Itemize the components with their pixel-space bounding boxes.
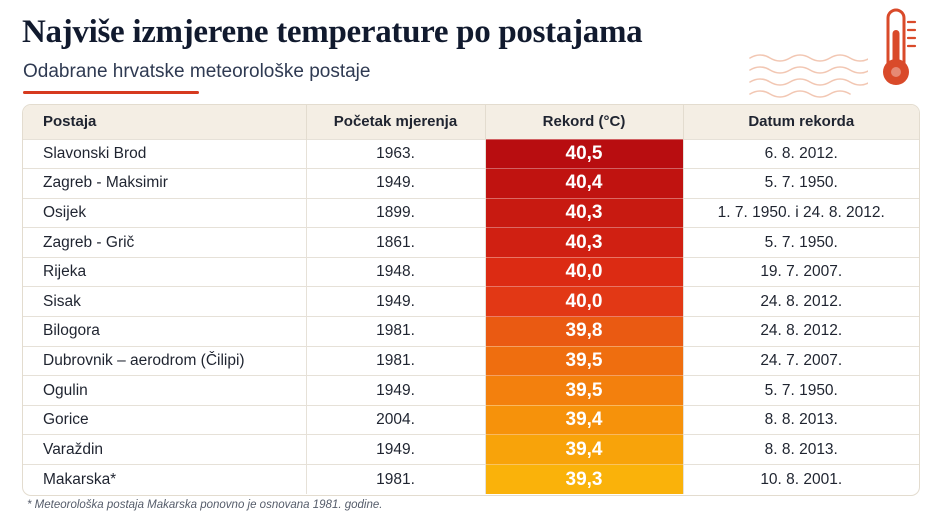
title-accent-line <box>23 91 199 94</box>
record-date-cell: 5. 7. 1950. <box>683 227 919 258</box>
record-date-cell: 8. 8. 2013. <box>683 404 919 435</box>
column-header-start: Početak mjerenja <box>306 105 486 139</box>
column-header-station: Postaja <box>23 105 307 139</box>
table-row: Varaždin 1949. 39,4 8. 8. 2013. <box>23 434 919 465</box>
table-row: Sisak 1949. 40,0 24. 8. 2012. <box>23 286 919 317</box>
record-cell: 39,3 <box>485 464 684 495</box>
record-cell: 40,5 <box>485 138 684 169</box>
start-year-cell: 1963. <box>306 138 486 169</box>
table-row: Zagreb - Grič 1861. 40,3 5. 7. 1950. <box>23 227 919 258</box>
table-row: Rijeka 1948. 40,0 19. 7. 2007. <box>23 256 919 287</box>
record-cell: 39,8 <box>485 316 684 347</box>
column-header-date: Datum rekorda <box>748 113 855 131</box>
start-year-cell: 1948. <box>306 256 486 287</box>
record-date-cell: 19. 7. 2007. <box>683 256 919 287</box>
page-title: Najviše izmjerene temperature po postaja… <box>22 14 643 50</box>
table-row: Zagreb - Maksimir 1949. 40,4 5. 7. 1950. <box>23 168 919 199</box>
record-date-cell: 5. 7. 1950. <box>683 375 919 406</box>
record-date-cell: 8. 8. 2013. <box>683 434 919 465</box>
record-date-cell: 1. 7. 1950. i 24. 8. 2012. <box>683 197 919 228</box>
start-year-cell: 1949. <box>306 286 486 317</box>
start-year-cell: 1861. <box>306 227 486 258</box>
record-cell: 40,4 <box>485 168 684 199</box>
record-date-cell: 5. 7. 1950. <box>683 168 919 199</box>
station-cell: Zagreb - Grič <box>23 227 307 258</box>
table-row: Dubrovnik – aerodrom (Čilipi) 1981. 39,5 24… <box>23 345 919 376</box>
start-year-cell: 1949. <box>306 375 486 406</box>
record-date-cell: 24. 8. 2012. <box>683 316 919 347</box>
station-cell: Makarska* <box>23 464 307 495</box>
record-date-cell: 10. 8. 2001. <box>683 464 919 495</box>
table-row: Gorice 2004. 39,4 8. 8. 2013. <box>23 404 919 435</box>
station-cell: Dubrovnik – aerodrom (Čilipi) <box>23 345 307 376</box>
start-year-cell: 1981. <box>306 345 486 376</box>
start-year-cell: 1949. <box>306 434 486 465</box>
start-year-cell: 1981. <box>306 316 486 347</box>
station-cell: Sisak <box>23 286 307 317</box>
column-header-record: Rekord (°C) <box>485 105 684 139</box>
record-cell: 40,3 <box>485 197 684 228</box>
table-row: Slavonski Brod 1963. 40,5 6. 8. 2012. <box>23 138 919 169</box>
station-cell: Slavonski Brod <box>23 138 307 169</box>
record-cell: 39,4 <box>485 404 684 435</box>
record-date-cell: 24. 7. 2007. <box>683 345 919 376</box>
table-row: Ogulin 1949. 39,5 5. 7. 1950. <box>23 375 919 406</box>
table-row: Makarska* 1981. 39,3 10. 8. 2001. <box>23 464 919 495</box>
start-year-cell: 1981. <box>306 464 486 495</box>
record-date-cell: 24. 8. 2012. <box>683 286 919 317</box>
station-cell: Ogulin <box>23 375 307 406</box>
table-row: Osijek 1899. 40,3 1. 7. 1950. i 24. 8. 2012… <box>23 197 919 228</box>
record-cell: 39,4 <box>485 434 684 465</box>
table-body: Slavonski Brod 1963. 40,5 6. 8. 2012. Zagreb… <box>23 138 919 495</box>
station-cell: Rijeka <box>23 256 307 287</box>
record-cell: 39,5 <box>485 375 684 406</box>
start-year-cell: 1899. <box>306 197 486 228</box>
station-cell: Zagreb - Maksimir <box>23 168 307 199</box>
record-cell: 40,0 <box>485 256 684 287</box>
records-table: Postaja Početak mjerenja Rekord (°C) Dat… <box>23 105 919 495</box>
station-cell: Osijek <box>23 197 307 228</box>
record-date-cell: 6. 8. 2012. <box>683 138 919 169</box>
page-subtitle: Odabrane hrvatske meteorološke postaje <box>23 61 371 82</box>
record-cell: 40,0 <box>485 286 684 317</box>
start-year-cell: 2004. <box>306 404 486 435</box>
records-table-card: Postaja Početak mjerenja Rekord (°C) Dat… <box>22 104 920 496</box>
footnote: * Meteorološka postaja Makarska ponovno … <box>27 499 383 511</box>
table-header-row: Postaja Početak mjerenja Rekord (°C) Dat… <box>23 105 919 139</box>
record-cell: 40,3 <box>485 227 684 258</box>
start-year-cell: 1949. <box>306 168 486 199</box>
station-cell: Gorice <box>23 404 307 435</box>
record-cell: 39,5 <box>485 345 684 376</box>
heat-waves-icon <box>749 54 868 98</box>
station-cell: Bilogora <box>23 316 307 347</box>
thermometer-icon <box>883 8 917 85</box>
table-row: Bilogora 1981. 39,8 24. 8. 2012. <box>23 316 919 347</box>
station-cell: Varaždin <box>23 434 307 465</box>
